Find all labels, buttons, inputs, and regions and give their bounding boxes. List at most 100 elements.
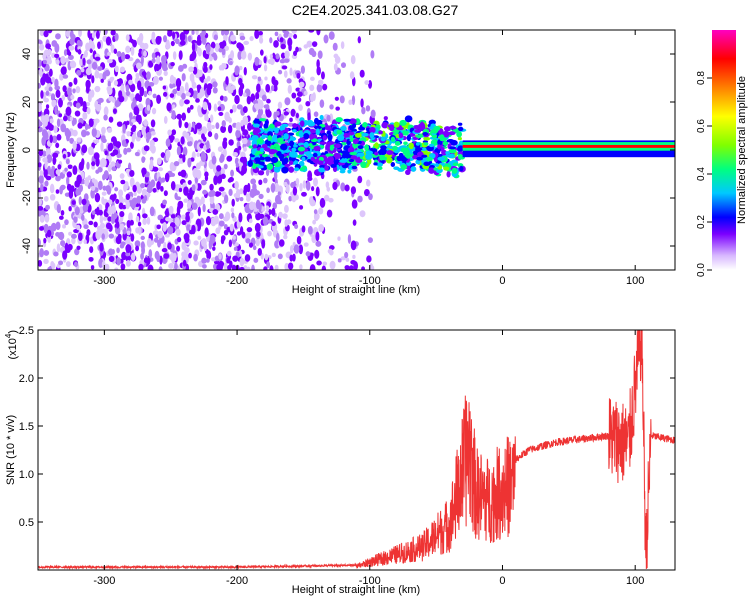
spectrogram-noise-cell bbox=[112, 193, 117, 200]
spectrogram-noise-cell bbox=[175, 78, 182, 88]
spectrogram-signal-cell bbox=[378, 130, 383, 135]
spectrogram-noise-cell bbox=[257, 248, 262, 256]
spectrogram-noise-cell bbox=[255, 212, 262, 221]
spectrogram-noise-cell bbox=[209, 234, 216, 244]
spectrogram-signal-cell bbox=[408, 142, 414, 150]
spectrogram-noise-cell bbox=[118, 193, 123, 200]
spectrogram-noise-cell bbox=[83, 50, 88, 58]
spectrogram-signal-cell bbox=[343, 118, 351, 122]
spectrogram-noise-cell bbox=[38, 237, 41, 248]
spectrogram-signal-cell bbox=[449, 146, 456, 150]
spectrogram-noise-cell bbox=[205, 216, 212, 226]
snr-multiplier: (x104) bbox=[4, 330, 19, 360]
spectrogram-noise-cell bbox=[359, 210, 366, 218]
spectrogram-noise-cell bbox=[71, 61, 77, 69]
spectrogram-noise-cell bbox=[157, 230, 164, 239]
spectrogram-signal-cell bbox=[293, 144, 298, 148]
spectrogram-signal-cell bbox=[273, 143, 280, 148]
spectrogram-signal-cell bbox=[420, 122, 425, 130]
spectrogram-noise-cell bbox=[218, 260, 225, 268]
spectrogram-signal-cell bbox=[433, 125, 441, 132]
spectrogram-noise-cell bbox=[138, 32, 144, 43]
spectrogram-signal-cell bbox=[310, 156, 316, 162]
spectrogram-noise-cell bbox=[181, 251, 186, 258]
spectrogram-noise-cell bbox=[55, 142, 60, 149]
spectrogram-noise-cell bbox=[274, 264, 279, 270]
spectrogram-noise-cell bbox=[170, 172, 176, 177]
spectrogram-noise-cell bbox=[46, 154, 53, 164]
spectrogram-signal-cell bbox=[272, 134, 278, 139]
spectrogram-noise-cell bbox=[46, 229, 52, 238]
spectrogram-noise-cell bbox=[263, 177, 268, 184]
spectrogram-noise-cell bbox=[125, 199, 130, 210]
spectrogram-noise-cell bbox=[91, 32, 96, 39]
spectrogram-noise-cell bbox=[242, 106, 248, 114]
spectrogram-noise-cell bbox=[120, 179, 126, 185]
spectrogram-signal-cell bbox=[333, 143, 342, 149]
spectrogram-noise-cell bbox=[275, 232, 280, 243]
spectrogram-noise-cell bbox=[152, 166, 159, 172]
spectrogram-signal-cell bbox=[314, 117, 319, 125]
spectrogram-noise-cell bbox=[43, 237, 47, 244]
spectrogram-signal-cell bbox=[399, 119, 407, 126]
x-tick-label: -300 bbox=[93, 275, 115, 287]
spectrogram-noise-cell bbox=[106, 58, 113, 64]
spectrogram-noise-cell bbox=[129, 219, 134, 226]
spectrogram-noise-cell bbox=[296, 91, 303, 97]
spectrogram-noise-cell bbox=[184, 99, 190, 105]
spectrogram-signal-cell bbox=[379, 148, 387, 155]
spectrogram-signal-cell bbox=[259, 156, 265, 161]
spectrogram-noise-cell bbox=[211, 155, 217, 165]
spectrogram-noise-cell bbox=[147, 264, 154, 270]
spectrogram-noise-cell bbox=[44, 180, 49, 187]
spectrogram-noise-cell bbox=[245, 238, 251, 244]
spectrogram-noise-cell bbox=[175, 228, 181, 236]
spectrogram-noise-cell bbox=[126, 130, 131, 137]
spectrogram-signal-cell bbox=[352, 138, 359, 144]
spectrogram-noise-cell bbox=[119, 211, 125, 218]
spectrogram-noise-cell bbox=[114, 267, 119, 270]
spectrogram-signal-cell bbox=[303, 141, 310, 148]
spectrogram-noise-cell bbox=[333, 53, 339, 59]
spectrogram-noise-cell bbox=[64, 219, 69, 226]
spectrogram-noise-cell bbox=[163, 190, 168, 197]
spectrogram-noise-cell bbox=[351, 95, 356, 106]
spectrogram-noise-cell bbox=[71, 237, 76, 245]
spectrogram-noise-cell bbox=[67, 164, 73, 170]
spectrogram-noise-cell bbox=[184, 82, 189, 92]
spectrogram-noise-cell bbox=[130, 233, 135, 242]
spectrogram-noise-cell bbox=[107, 164, 112, 172]
spectrogram-noise-cell bbox=[240, 50, 247, 60]
spectrogram-noise-cell bbox=[239, 156, 246, 163]
spectrogram-noise-cell bbox=[38, 226, 45, 231]
spectrogram-noise-cell bbox=[269, 37, 273, 44]
spectrogram-signal-cell bbox=[267, 135, 273, 142]
spectrogram-noise-cell bbox=[65, 106, 72, 116]
spectrogram-noise-cell bbox=[107, 206, 113, 216]
spectrogram-noise-cell bbox=[240, 169, 245, 176]
spectrogram-noise-cell bbox=[239, 266, 245, 270]
carrier-line bbox=[462, 144, 675, 148]
spectrogram-noise-cell bbox=[65, 158, 70, 165]
spectrogram-noise-cell bbox=[299, 182, 303, 192]
spectrogram-noise-cell bbox=[101, 191, 107, 196]
x-tick-label: -100 bbox=[359, 275, 381, 287]
spectrogram-noise-cell bbox=[44, 214, 50, 223]
spectrogram-signal-cell bbox=[457, 126, 464, 132]
spectrogram-noise-cell bbox=[187, 35, 192, 42]
spectrogram-noise-cell bbox=[181, 112, 187, 121]
spectrogram-noise-cell bbox=[62, 153, 67, 159]
spectrogram-noise-cell bbox=[66, 87, 72, 97]
spectrogram-noise-cell bbox=[40, 115, 46, 123]
spectrogram-noise-cell bbox=[364, 80, 370, 85]
spectrogram-noise-cell bbox=[73, 261, 79, 268]
spectrogram-noise-cell bbox=[141, 71, 147, 77]
multiplier-prefix: (x10 bbox=[7, 338, 19, 359]
spectrogram-noise-cell bbox=[323, 34, 329, 44]
spectrogram-noise-cell bbox=[85, 67, 92, 76]
spectrogram-noise-cell bbox=[148, 81, 155, 87]
spectrogram-noise-cell bbox=[359, 69, 365, 78]
spectrogram-noise-cell bbox=[219, 95, 225, 101]
spectrogram-noise-cell bbox=[249, 188, 256, 198]
spectrogram-signal-cell bbox=[318, 156, 324, 162]
